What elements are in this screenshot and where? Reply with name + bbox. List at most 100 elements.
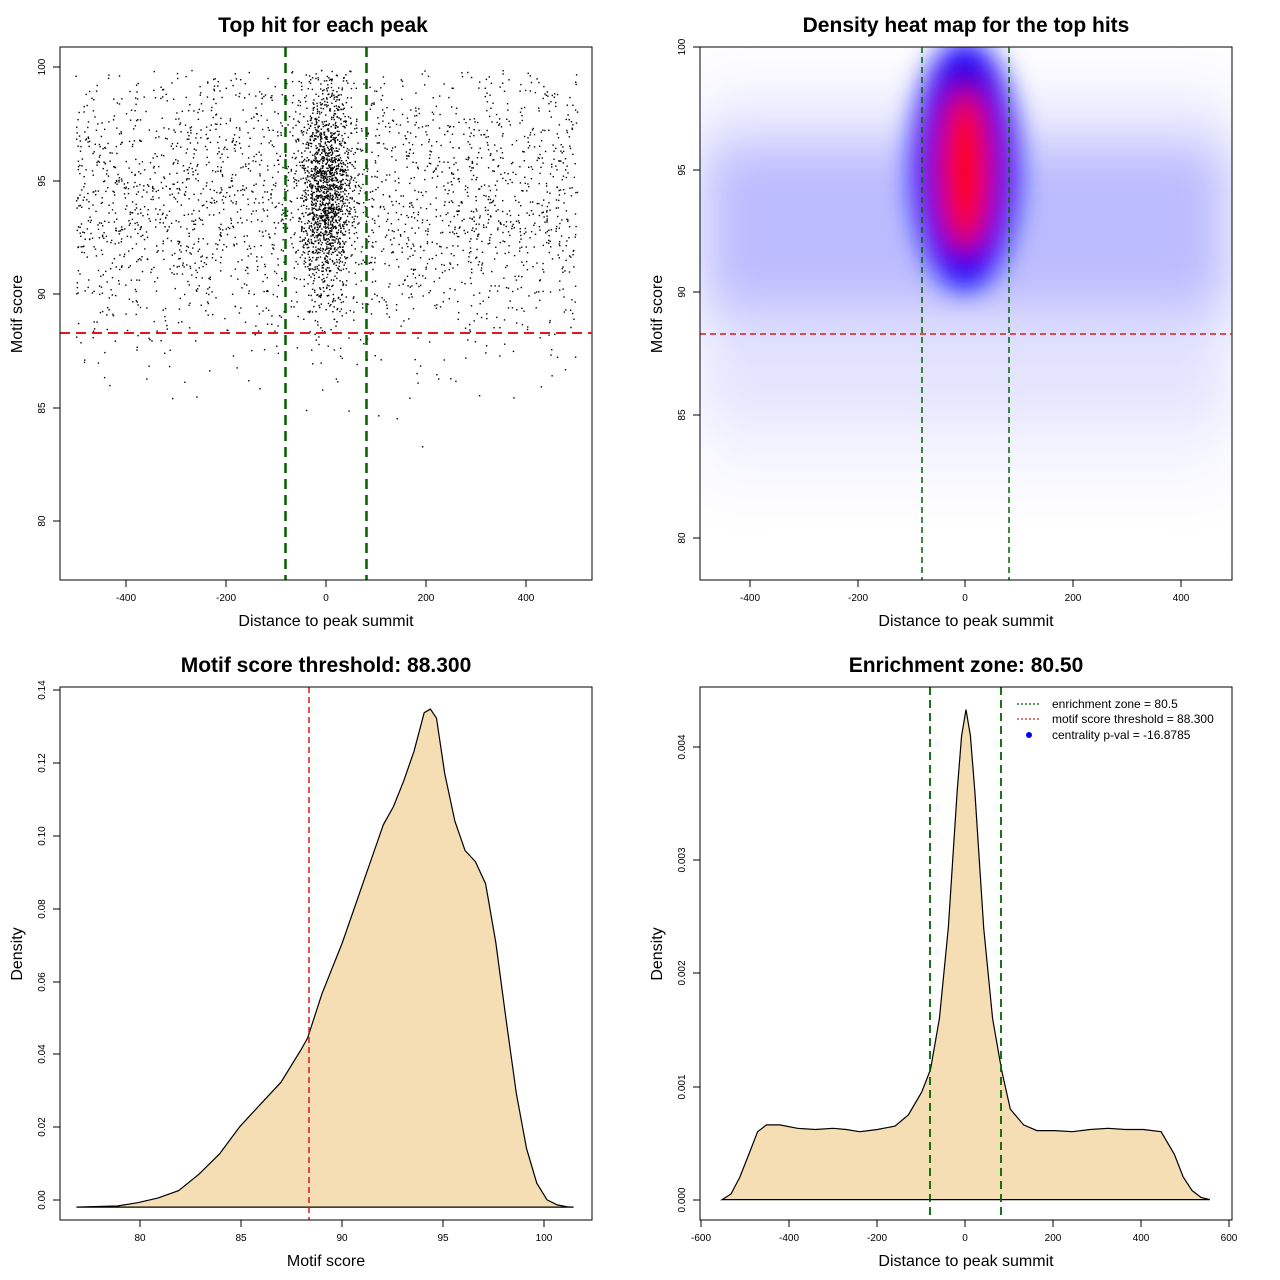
scatter-point [543, 216, 545, 218]
scatter-point [233, 243, 235, 246]
scatter-point [322, 157, 325, 159]
scatter-point [531, 129, 534, 131]
scatter-point [226, 192, 228, 194]
scatter-point [317, 131, 319, 133]
scatter-point [483, 133, 485, 136]
scatter-point [528, 295, 530, 297]
scatter-point [521, 114, 523, 117]
scatter-point [514, 275, 516, 278]
scatter-point [292, 135, 294, 137]
scatter-point [317, 127, 319, 129]
scatter-point [312, 256, 314, 259]
scatter-point [205, 200, 208, 203]
scatter-point [296, 185, 298, 187]
scatter-point [330, 157, 333, 159]
scatter-point [279, 315, 281, 317]
scatter-point [135, 158, 137, 161]
scatter-point [107, 307, 109, 309]
scatter-point [118, 181, 120, 183]
scatter-point [317, 95, 320, 97]
scatter-point [197, 163, 199, 166]
scatter-point [282, 209, 284, 211]
scatter-point [107, 175, 110, 177]
scatter-point [363, 83, 365, 85]
scatter-point [340, 269, 342, 272]
scatter-point [322, 90, 324, 92]
scatter-point [310, 294, 312, 297]
scatter-point [311, 218, 314, 220]
scatter-point [299, 104, 302, 107]
scatter-point [321, 170, 323, 173]
scatter-point [176, 112, 178, 114]
scatter-point [231, 180, 233, 182]
scatter-point [402, 205, 405, 208]
scatter-point [341, 254, 343, 256]
scatter-point [314, 166, 317, 168]
scatter-point [315, 249, 317, 251]
scatter-point [503, 224, 505, 226]
scatter-point [383, 112, 386, 114]
scatter-point [326, 238, 328, 240]
scatter-point [324, 207, 326, 210]
scatter-point [323, 172, 326, 174]
scatter-point [82, 246, 84, 248]
scatter-point [313, 305, 315, 308]
scatter-point [342, 198, 344, 201]
scatter-point [338, 194, 340, 197]
scatter-point [318, 175, 320, 177]
scatter-point [320, 186, 322, 188]
scatter-point [371, 102, 373, 105]
scatter-point [341, 200, 343, 202]
scatter-point [330, 304, 332, 306]
scatter-point [540, 131, 542, 133]
scatter-point [436, 141, 438, 143]
scatter-point [340, 169, 343, 171]
scatter-point [494, 195, 497, 197]
scatter-point [323, 132, 325, 134]
scatter-point [326, 240, 329, 243]
scatter-point [201, 219, 203, 221]
scatter-point [568, 136, 571, 138]
scatter-point [345, 312, 347, 314]
scatter-point [96, 321, 98, 323]
scatter-point [286, 185, 288, 187]
scatter-point [230, 79, 232, 82]
scatter-point [148, 218, 150, 220]
scatter-point [427, 230, 429, 232]
scatter-point [311, 170, 314, 173]
scatter-point [303, 247, 305, 249]
scatter-point [118, 75, 121, 77]
scatter-point [555, 101, 557, 104]
scatter-point [338, 154, 340, 157]
scatter-point [134, 174, 136, 176]
scatter-point [334, 184, 336, 186]
scatter-point [323, 146, 325, 148]
scatter-point [452, 267, 454, 269]
scatter-point [97, 160, 99, 162]
scatter-point [312, 234, 315, 236]
scatter-point [538, 291, 540, 293]
scatter-point [562, 288, 564, 290]
scatter-point [474, 341, 477, 343]
scatter-point [503, 277, 505, 279]
scatter-point [358, 193, 360, 195]
scatter-point [314, 158, 316, 160]
scatter-point [323, 263, 325, 265]
scatter-point [295, 141, 297, 143]
scatter-point [131, 145, 134, 148]
scatter-point [191, 220, 193, 222]
scatter-point [136, 221, 138, 224]
scatter-point [280, 132, 282, 134]
scatter-point [326, 230, 328, 233]
scatter-point [332, 116, 335, 119]
scatter-point [329, 151, 331, 154]
scatter-point [337, 194, 339, 196]
scatter-point [104, 220, 106, 222]
scatter-point [533, 133, 536, 136]
scatter-point [155, 208, 157, 210]
scatter-point [326, 155, 328, 157]
scatter-point [412, 206, 414, 208]
scatter-point [500, 173, 502, 176]
scatter-point [321, 174, 323, 177]
scatter-point [519, 231, 521, 233]
